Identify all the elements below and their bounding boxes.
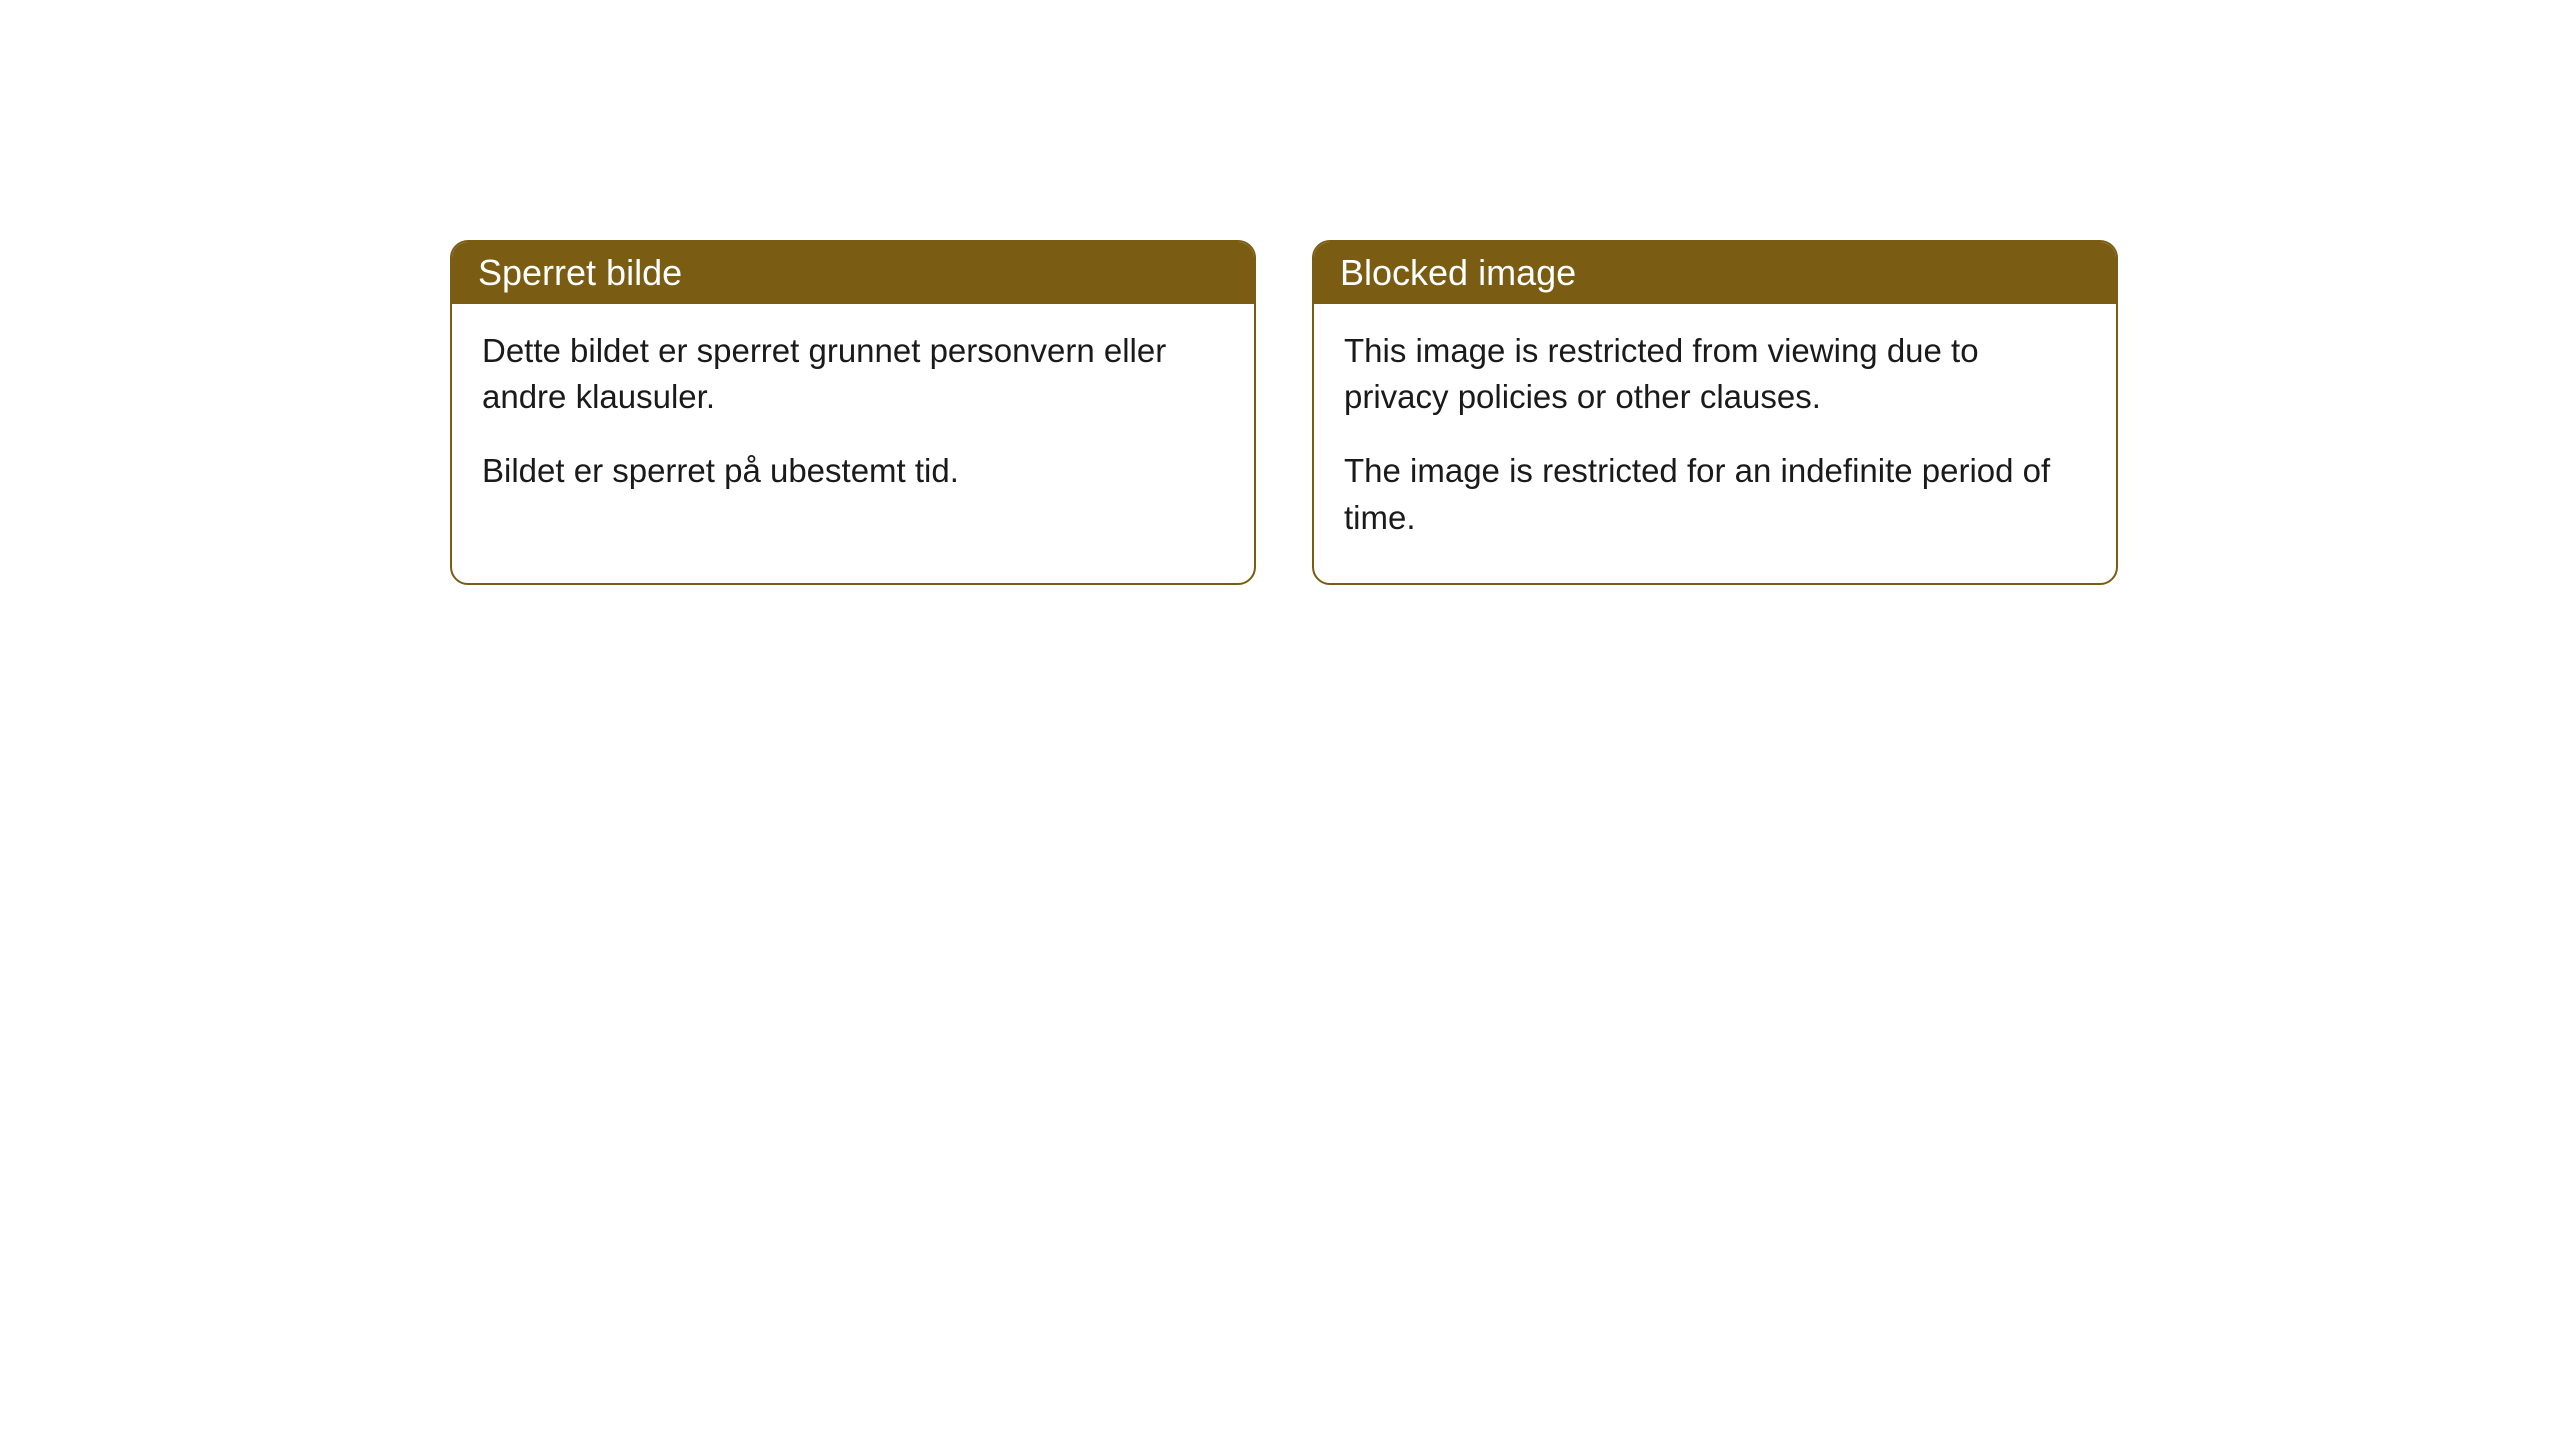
card-body-norwegian: Dette bildet er sperret grunnet personve…: [452, 304, 1254, 537]
card-body-english: This image is restricted from viewing du…: [1314, 304, 2116, 583]
notice-cards-container: Sperret bilde Dette bildet er sperret gr…: [450, 240, 2118, 585]
blocked-image-card-norwegian: Sperret bilde Dette bildet er sperret gr…: [450, 240, 1256, 585]
card-text-norwegian-2: Bildet er sperret på ubestemt tid.: [482, 448, 1224, 494]
card-text-norwegian-1: Dette bildet er sperret grunnet personve…: [482, 328, 1224, 420]
card-text-english-2: The image is restricted for an indefinit…: [1344, 448, 2086, 540]
blocked-image-card-english: Blocked image This image is restricted f…: [1312, 240, 2118, 585]
card-text-english-1: This image is restricted from viewing du…: [1344, 328, 2086, 420]
card-title-norwegian: Sperret bilde: [452, 242, 1254, 304]
card-title-english: Blocked image: [1314, 242, 2116, 304]
